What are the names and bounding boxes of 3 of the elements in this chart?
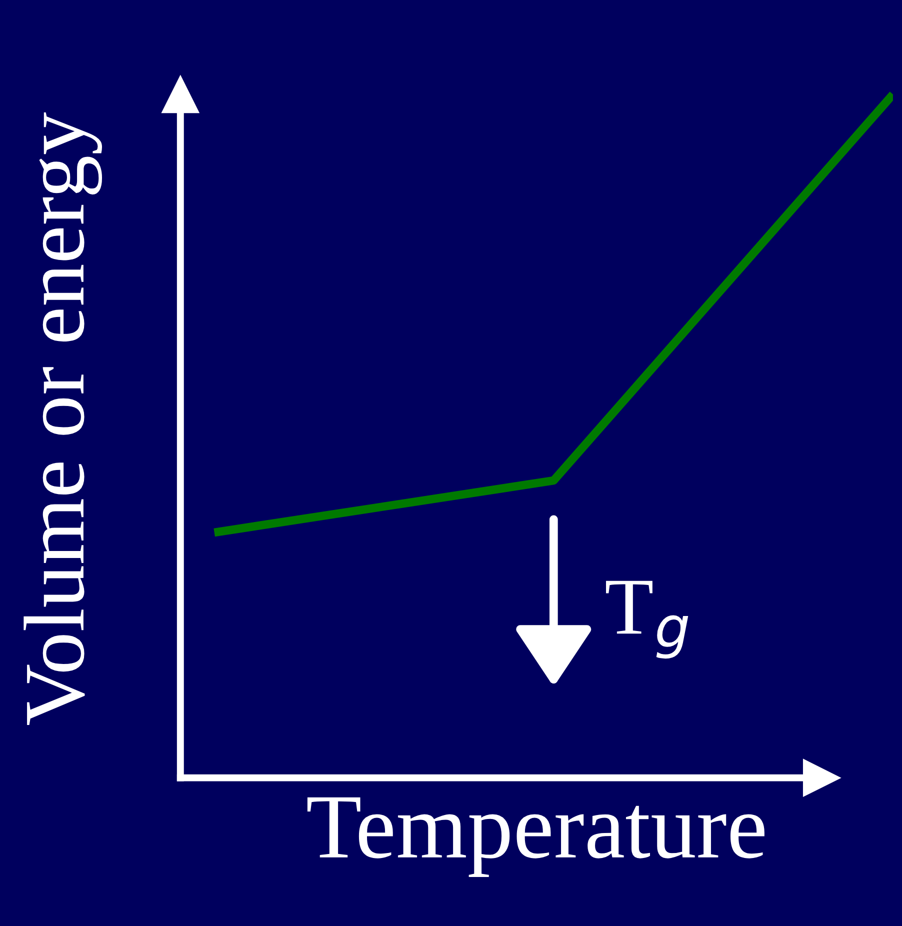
y-axis-title: Volume or energy xyxy=(24,112,102,725)
annotation: T$_{g}$ xyxy=(606,580,688,659)
x-axis-title: Temperature xyxy=(307,797,764,877)
